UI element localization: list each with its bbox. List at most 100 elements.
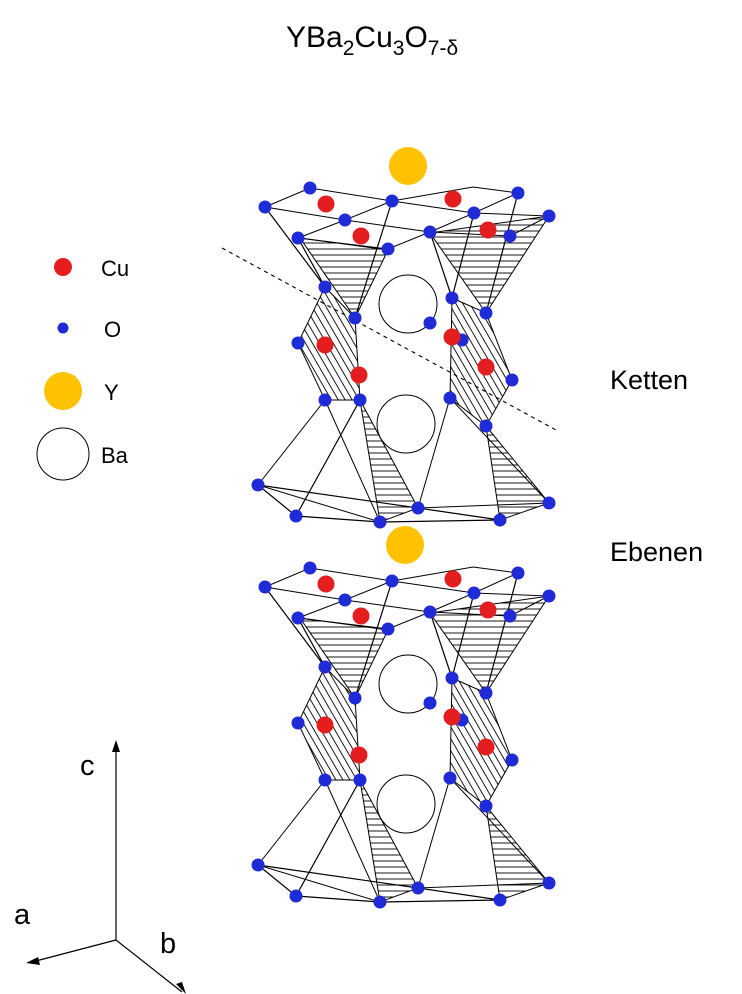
bond-line bbox=[451, 212, 475, 299]
hatched-pyramid-face bbox=[485, 424, 550, 521]
cu-atom bbox=[444, 570, 462, 588]
axis-label-b: b bbox=[160, 928, 176, 960]
o-atom-icon bbox=[57, 322, 69, 334]
o-atom bbox=[542, 496, 556, 510]
formula-part-base: YBa bbox=[286, 21, 343, 54]
o-atom bbox=[348, 311, 362, 325]
o-atom bbox=[258, 580, 272, 594]
cu-atom bbox=[317, 195, 335, 213]
cu-atom bbox=[316, 716, 334, 734]
formula-sub-2: 3 bbox=[393, 37, 405, 60]
bond-line bbox=[295, 895, 381, 903]
bond-line bbox=[417, 887, 501, 901]
ba-atom bbox=[376, 774, 436, 834]
axis-label-c: c bbox=[80, 750, 95, 782]
y-atom-icon bbox=[44, 372, 82, 410]
o-atom bbox=[291, 336, 305, 350]
o-atom bbox=[542, 209, 556, 223]
o-atom bbox=[467, 206, 481, 220]
a-axis-line bbox=[31, 939, 117, 963]
o-atom bbox=[385, 574, 399, 588]
o-atom bbox=[511, 186, 525, 200]
cu-atom bbox=[479, 601, 497, 619]
bond-line bbox=[354, 200, 393, 319]
bond-line bbox=[297, 237, 326, 288]
cu-atom bbox=[316, 336, 334, 354]
o-atom bbox=[445, 671, 459, 685]
cu-atom bbox=[444, 190, 462, 208]
bottom-pyramid-face bbox=[257, 779, 381, 903]
o-atom bbox=[443, 771, 457, 785]
bond-line bbox=[264, 206, 326, 288]
o-atom bbox=[353, 393, 367, 407]
cu-atom bbox=[443, 708, 461, 726]
bond-line bbox=[379, 899, 501, 903]
chains-label: Ketten bbox=[610, 365, 688, 395]
b-axis-arrowhead bbox=[176, 982, 186, 994]
legend-label-o: O bbox=[104, 317, 121, 342]
bond-line bbox=[257, 864, 419, 889]
y-atom bbox=[386, 526, 424, 564]
o-atom bbox=[445, 291, 459, 305]
cu-atom bbox=[479, 221, 497, 239]
o-atom bbox=[381, 622, 395, 636]
bond-line bbox=[354, 580, 393, 699]
bond-line bbox=[297, 617, 326, 668]
ba-atom bbox=[376, 394, 436, 454]
bottom-pyramid-face bbox=[257, 399, 381, 523]
cu-atom bbox=[443, 328, 461, 346]
o-atom bbox=[289, 889, 303, 903]
o-atom bbox=[467, 586, 481, 600]
ba-atom bbox=[378, 274, 438, 334]
o-atom bbox=[373, 515, 387, 529]
o-atom bbox=[291, 716, 305, 730]
o-atom bbox=[479, 306, 493, 320]
o-atom bbox=[542, 876, 556, 890]
bond-line bbox=[264, 586, 326, 668]
o-atom bbox=[291, 231, 305, 245]
o-atom bbox=[291, 611, 305, 625]
o-atom bbox=[318, 393, 332, 407]
bond-line bbox=[257, 484, 419, 509]
o-atom bbox=[505, 373, 519, 387]
y-atom bbox=[389, 147, 427, 185]
o-atom bbox=[411, 501, 425, 515]
o-atom bbox=[493, 893, 507, 907]
o-atom bbox=[503, 609, 517, 623]
formula-part-end: O bbox=[404, 21, 427, 54]
o-atom bbox=[423, 605, 437, 619]
bond-line bbox=[451, 592, 475, 679]
bond-line bbox=[295, 779, 361, 897]
bond-line bbox=[429, 231, 453, 299]
cu-atom bbox=[317, 575, 335, 593]
bond-line bbox=[257, 484, 297, 517]
bond-line bbox=[379, 519, 501, 523]
bond-line bbox=[429, 611, 453, 679]
bond-line bbox=[485, 572, 519, 694]
o-atom bbox=[423, 316, 437, 330]
bond-line bbox=[295, 515, 381, 523]
o-atom bbox=[542, 589, 556, 603]
unit-cell-group bbox=[251, 147, 556, 909]
cu-atom bbox=[352, 607, 370, 625]
legend-label-ba: Ba bbox=[101, 443, 129, 468]
bond-line bbox=[257, 864, 297, 897]
bond-line bbox=[417, 507, 501, 521]
cu-atom bbox=[352, 227, 370, 245]
cu-atom bbox=[350, 366, 368, 384]
bond-line bbox=[295, 399, 361, 517]
o-atom bbox=[479, 686, 493, 700]
bond-line bbox=[485, 192, 519, 314]
hatched-pyramid-face bbox=[359, 399, 419, 523]
legend-label-cu: Cu bbox=[101, 256, 129, 281]
a-axis-arrowhead bbox=[26, 957, 40, 965]
o-atom bbox=[318, 280, 332, 294]
o-atom bbox=[289, 509, 303, 523]
o-atom bbox=[479, 419, 493, 433]
cu-atom bbox=[350, 746, 368, 764]
ba-atom-icon bbox=[36, 427, 90, 481]
o-atom bbox=[318, 773, 332, 787]
o-atom bbox=[443, 391, 457, 405]
b-axis-line bbox=[115, 939, 183, 993]
hatched-pyramid-face bbox=[359, 779, 419, 903]
